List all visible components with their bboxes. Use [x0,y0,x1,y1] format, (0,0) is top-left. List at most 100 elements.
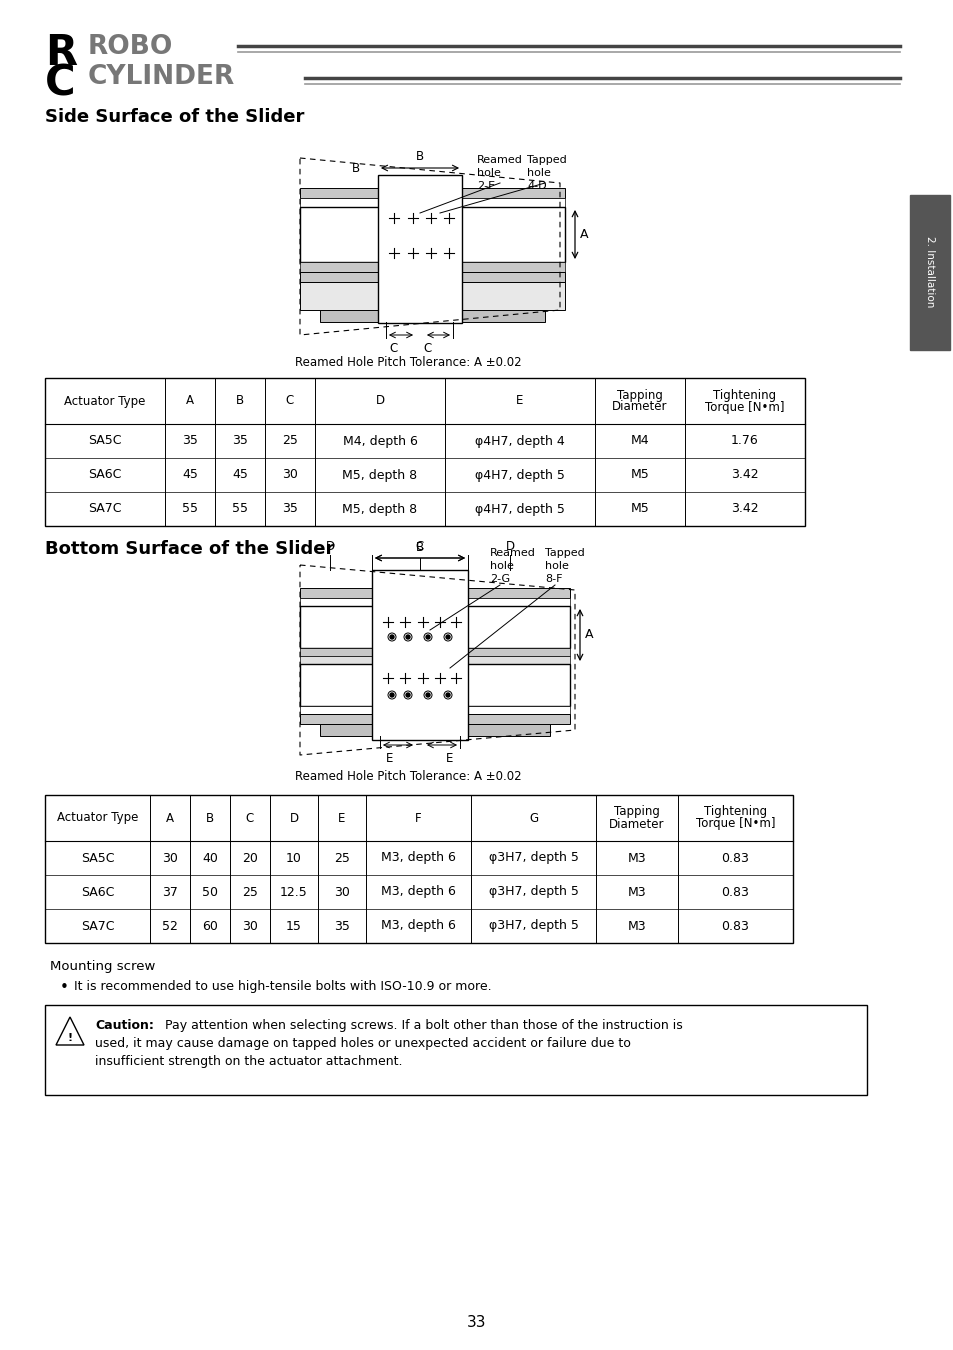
Text: Side Surface of the Slider: Side Surface of the Slider [45,108,304,126]
Text: 30: 30 [162,852,178,864]
Text: F: F [415,811,421,825]
Text: insufficient strength on the actuator attachment.: insufficient strength on the actuator at… [95,1054,402,1068]
Text: D: D [505,540,514,553]
Circle shape [406,634,410,639]
Text: Tapped: Tapped [526,155,566,165]
Text: 35: 35 [232,435,248,447]
Text: Torque [N•m]: Torque [N•m] [695,818,775,830]
Text: hole: hole [526,167,550,178]
Text: A: A [584,629,593,641]
Text: 12.5: 12.5 [280,886,308,899]
Bar [45,1004,866,1095]
Text: 35: 35 [334,919,350,933]
Text: M5, depth 8: M5, depth 8 [342,468,417,482]
Text: 25: 25 [334,852,350,864]
Text: B: B [352,162,359,174]
Text: Reamed Hole Pitch Tolerance: A ±0.02: Reamed Hole Pitch Tolerance: A ±0.02 [294,356,521,369]
Text: hole: hole [476,167,500,178]
Text: It is recommended to use high-tensile bolts with ISO-10.9 or more.: It is recommended to use high-tensile bo… [74,980,491,994]
Text: used, it may cause damage on tapped holes or unexpected accident or failure due : used, it may cause damage on tapped hole… [95,1037,630,1050]
Bar [299,271,564,282]
Text: M3: M3 [627,852,645,864]
Text: 2-E: 2-E [476,181,495,190]
Text: 35: 35 [182,435,197,447]
Bar [299,714,569,724]
Bar [45,378,804,526]
Text: Mounting screw: Mounting screw [50,960,155,973]
Bar [299,589,569,598]
Text: Tapping: Tapping [617,389,662,401]
Circle shape [446,693,450,697]
Text: Actuator Type: Actuator Type [57,811,138,825]
Bar [299,656,569,664]
Text: M3, depth 6: M3, depth 6 [380,852,456,864]
Text: D: D [289,811,298,825]
Circle shape [390,693,394,697]
Text: SA5C: SA5C [81,852,114,864]
Bar [909,194,949,350]
Bar [299,606,569,648]
Text: φ4H7, depth 5: φ4H7, depth 5 [475,502,564,516]
Text: Reamed: Reamed [490,548,536,558]
Text: 3.42: 3.42 [730,502,758,516]
Text: 30: 30 [334,886,350,899]
Circle shape [390,634,394,639]
Text: !: ! [68,1033,72,1044]
Text: A: A [579,228,588,242]
Text: D: D [375,394,384,408]
Text: M3, depth 6: M3, depth 6 [380,919,456,933]
Text: 35: 35 [282,502,297,516]
Text: SA5C: SA5C [89,435,122,447]
Text: Tapped: Tapped [544,548,584,558]
Bar [299,648,569,656]
Text: C: C [246,811,253,825]
Text: Tapping: Tapping [614,806,659,818]
Text: 20: 20 [242,852,257,864]
Text: Diameter: Diameter [609,818,664,830]
Text: B: B [206,811,213,825]
Bar [299,598,569,606]
Text: 30: 30 [282,468,297,482]
Text: 8-F: 8-F [544,574,562,585]
Bar [319,310,544,323]
Text: C: C [286,394,294,408]
Text: M5, depth 8: M5, depth 8 [342,502,417,516]
Text: φ3H7, depth 5: φ3H7, depth 5 [488,886,578,899]
Text: Caution:: Caution: [95,1019,153,1031]
Text: 0.83: 0.83 [720,919,749,933]
Text: 55: 55 [182,502,198,516]
Text: E: E [446,752,454,765]
Text: 33: 33 [467,1315,486,1330]
Bar [299,207,564,262]
Text: E: E [516,394,523,408]
Text: Tightening: Tightening [703,806,766,818]
Text: E: E [386,752,394,765]
Text: C: C [423,342,432,355]
Text: B: B [416,541,424,554]
Text: 50: 50 [202,886,218,899]
Circle shape [446,634,450,639]
Text: G: G [528,811,537,825]
Text: M5: M5 [630,502,649,516]
Text: Reamed: Reamed [476,155,522,165]
Text: 25: 25 [282,435,297,447]
Text: SA6C: SA6C [89,468,122,482]
Text: 25: 25 [242,886,257,899]
Text: 15: 15 [286,919,301,933]
Text: 3.42: 3.42 [730,468,758,482]
Text: A: A [166,811,173,825]
Text: 45: 45 [232,468,248,482]
Text: Actuator Type: Actuator Type [64,394,146,408]
Text: SA6C: SA6C [81,886,114,899]
Text: Tightening: Tightening [713,389,776,401]
Text: B: B [235,394,244,408]
Text: ROBO: ROBO [88,34,173,59]
Text: CYLINDER: CYLINDER [88,63,235,90]
Text: 4-D: 4-D [526,181,546,190]
Text: C: C [416,540,424,553]
Text: Bottom Surface of the Slider: Bottom Surface of the Slider [45,540,334,558]
Text: 40: 40 [202,852,217,864]
Text: A: A [186,394,193,408]
Text: Pay attention when selecting screws. If a bolt other than those of the instructi: Pay attention when selecting screws. If … [157,1019,682,1031]
Circle shape [426,634,430,639]
